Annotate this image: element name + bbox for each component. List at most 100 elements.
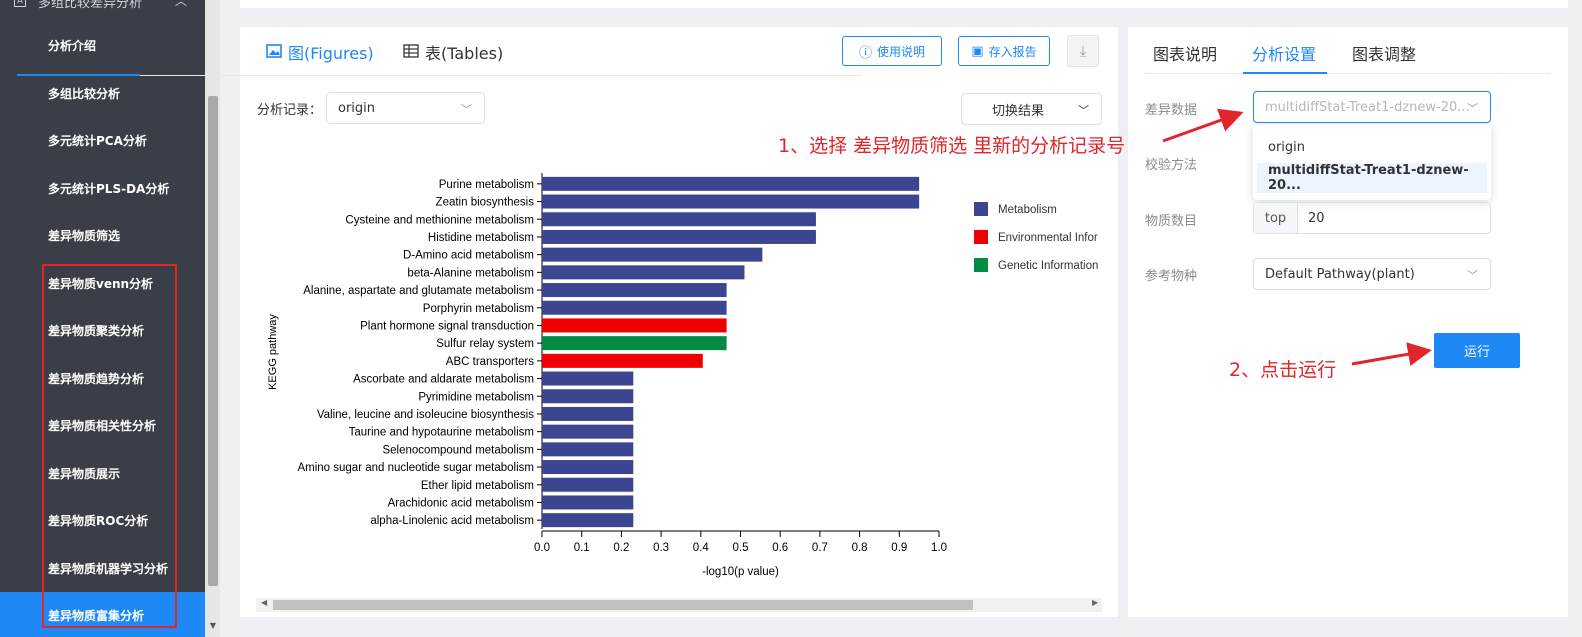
y-tick-label: Purine metabolism — [439, 179, 534, 191]
species-select[interactable]: Default Pathway(plant) ﹀ — [1253, 258, 1491, 290]
save-icon: ▣ — [971, 43, 984, 59]
tab-figures-label: 图(Figures) — [288, 44, 374, 63]
scroll-right-arrow-icon[interactable]: ▶ — [1092, 598, 1099, 607]
bar — [542, 283, 727, 298]
sidebar-item-label: 差异物质聚类分析 — [48, 324, 145, 338]
scroll-down-arrow-icon[interactable]: ▼ — [209, 621, 217, 630]
sidebar-item-label: 差异物质机器学习分析 — [48, 562, 169, 576]
y-tick-label: Taurine and hypotaurine metabolism — [349, 427, 534, 439]
sidebar-scrollbar-thumb[interactable] — [208, 96, 218, 586]
tab-active-indicator — [17, 74, 140, 76]
dropdown-option-multidiff[interactable]: multidiffStat-Treat1-dznew-20... — [1257, 163, 1487, 193]
annotation-step1: 1、选择 差异物质筛选 里新的分析记录号 — [778, 135, 1126, 157]
scroll-left-arrow-icon[interactable]: ◀ — [261, 598, 268, 607]
sidebar-group-header[interactable]: A 多组比较差异分析 ︿ — [0, 0, 205, 16]
sidebar-item-label: 差异物质相关性分析 — [48, 419, 157, 433]
y-tick-label: Plant hormone signal transduction — [360, 320, 534, 332]
horizontal-scrollbar-thumb[interactable] — [273, 600, 973, 610]
sidebar-item-diff-filter[interactable]: 差异物质筛选 — [0, 212, 205, 259]
x-tick-label: 0.4 — [693, 542, 710, 554]
tab-analysis-settings[interactable]: 分析设置 — [1252, 45, 1317, 64]
y-tick-label: Histidine metabolism — [428, 232, 534, 244]
x-tick-label: 0.1 — [574, 542, 590, 554]
save-report-button[interactable]: ▣ 存入报告 — [958, 36, 1050, 66]
record-select-value: origin — [338, 100, 376, 116]
y-tick-label: D-Amino acid metabolism — [403, 250, 534, 262]
x-tick-label: 0.7 — [812, 542, 828, 554]
sidebar-item-roc[interactable]: 差异物质ROC分析 — [0, 497, 205, 544]
record-select[interactable]: origin ﹀ — [326, 92, 485, 124]
y-tick-label: beta-Alanine metabolism — [407, 267, 534, 279]
x-tick-label: 0.9 — [891, 542, 907, 554]
y-tick-label: alpha-Linolenic acid metabolism — [370, 515, 534, 527]
switch-result-label: 切换结果 — [992, 103, 1045, 119]
diff-data-label: 差异数据 — [1145, 103, 1198, 118]
tab-chart-adjust[interactable]: 图表调整 — [1352, 45, 1417, 64]
bar — [542, 371, 634, 386]
method-label: 校验方法 — [1145, 158, 1198, 173]
bar — [542, 513, 634, 528]
sidebar-item-label: 差异物质venn分析 — [48, 277, 154, 291]
diff-data-select[interactable]: multidiffStat-Treat1-dznew-20... ﹀ — [1253, 91, 1491, 123]
species-label: 参考物种 — [1145, 269, 1198, 284]
tab-chart-description[interactable]: 图表说明 — [1153, 45, 1218, 64]
download-icon: ⤓ — [1079, 42, 1087, 60]
y-tick-label: Ascorbate and aldarate metabolism — [353, 374, 534, 386]
sidebar-item-enrichment[interactable]: 差异物质富集分析 — [0, 592, 205, 637]
count-input[interactable]: 20 — [1308, 210, 1325, 226]
sidebar-item-ml[interactable]: 差异物质机器学习分析 — [0, 545, 205, 592]
image-icon — [266, 43, 282, 62]
sidebar-item-pca[interactable]: 多元统计PCA分析 — [0, 117, 205, 164]
y-tick-label: Sulfur relay system — [436, 338, 534, 350]
tab-tables-label: 表(Tables) — [425, 44, 504, 63]
chevron-down-icon: ﹀ — [1467, 102, 1478, 115]
help-circle-icon: ⓘ — [858, 45, 872, 61]
legend-swatch — [974, 230, 988, 244]
sidebar-item-cluster[interactable]: 差异物质聚类分析 — [0, 307, 205, 354]
y-tick-label: Cysteine and methionine metabolism — [345, 214, 534, 226]
sidebar-item-display[interactable]: 差异物质展示 — [0, 450, 205, 497]
count-prefix: top — [1254, 203, 1298, 233]
bar — [542, 389, 634, 404]
sidebar-item-venn[interactable]: 差异物质venn分析 — [0, 260, 205, 307]
sidebar-item-plsda[interactable]: 多元统计PLS-DA分析 — [0, 165, 205, 212]
y-tick-label: Selenocompound metabolism — [382, 444, 534, 456]
run-button-label: 运行 — [1463, 345, 1490, 360]
help-button[interactable]: ⓘ 使用说明 — [842, 36, 942, 66]
sidebar-item-label: 差异物质ROC分析 — [48, 514, 149, 528]
switch-result-select[interactable]: 切换结果 ﹀ — [961, 93, 1102, 125]
right-tab-active-indicator — [1243, 72, 1327, 74]
y-tick-label: Ether lipid metabolism — [421, 480, 534, 492]
bar — [542, 212, 816, 227]
download-button[interactable]: ⤓ — [1067, 35, 1099, 67]
bar — [542, 442, 634, 457]
bar — [542, 194, 920, 209]
bar — [542, 406, 634, 421]
record-label: 分析记录： — [257, 103, 323, 118]
save-report-label: 存入报告 — [988, 44, 1037, 59]
diff-data-value: multidiffStat-Treat1-dznew-20... — [1265, 99, 1470, 115]
run-button[interactable]: 运行 — [1434, 333, 1520, 368]
diff-data-dropdown: origin multidiffStat-Treat1-dznew-20... — [1253, 125, 1491, 200]
sidebar-item-multigroup[interactable]: 多组比较分析 — [0, 70, 205, 117]
count-input-group[interactable]: top 20 — [1253, 202, 1491, 234]
sidebar-item-label: 多元统计PCA分析 — [48, 134, 147, 148]
top-panel — [240, 0, 1568, 8]
sidebar-item-trend[interactable]: 差异物质趋势分析 — [0, 355, 205, 402]
chevron-down-icon: ﹀ — [1078, 104, 1089, 117]
tab-figures[interactable]: 图(Figures) — [266, 37, 374, 67]
dropdown-option-label: multidiffStat-Treat1-dznew-20... — [1268, 163, 1469, 193]
sidebar-item-intro[interactable]: 分析介绍 — [0, 22, 205, 69]
sidebar-item-correlation[interactable]: 差异物质相关性分析 — [0, 402, 205, 449]
y-tick-label: Arachidonic acid metabolism — [388, 497, 534, 509]
legend-swatch — [974, 202, 988, 216]
x-tick-label: 1.0 — [931, 542, 947, 554]
sidebar-item-label: 差异物质趋势分析 — [48, 372, 145, 386]
bar — [542, 247, 763, 262]
x-tick-label: 0.3 — [653, 542, 669, 554]
y-axis-label: KEGG pathway — [267, 314, 279, 390]
dropdown-option-origin[interactable]: origin — [1257, 132, 1487, 162]
sidebar-item-label: 分析介绍 — [48, 39, 97, 53]
tab-tables[interactable]: 表(Tables) — [403, 37, 503, 67]
sidebar-item-label: 差异物质展示 — [48, 467, 121, 481]
